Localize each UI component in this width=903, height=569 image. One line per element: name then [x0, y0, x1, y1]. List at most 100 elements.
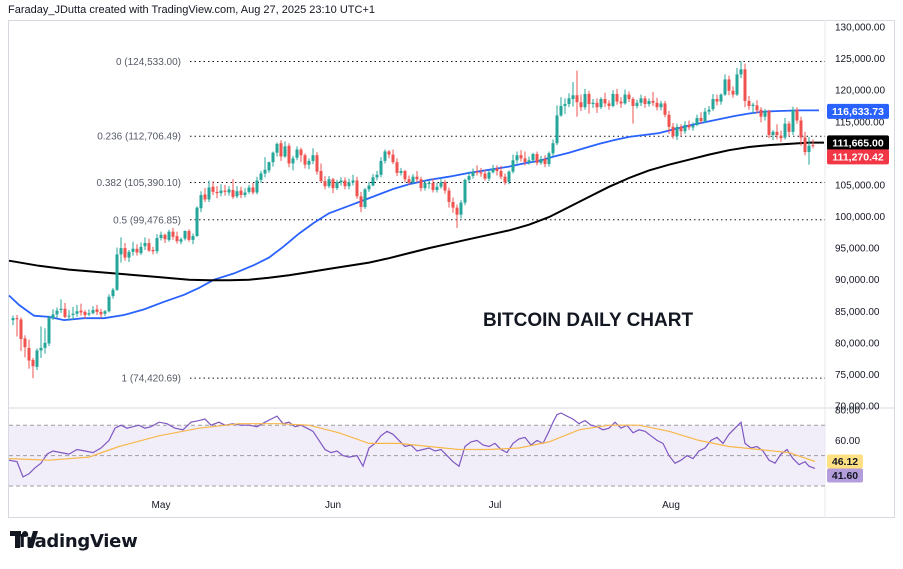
- candle-body: [543, 159, 547, 165]
- candle-body: [335, 182, 339, 189]
- candle: [439, 177, 443, 189]
- price-tag-box: [827, 103, 889, 119]
- time-axis-tick: Aug: [662, 500, 680, 511]
- candle-body: [211, 186, 215, 192]
- candle-body: [611, 93, 615, 106]
- candle: [667, 111, 671, 134]
- candle-body: [167, 231, 171, 240]
- tradingview-logo[interactable]: TradingView: [10, 531, 138, 552]
- candle: [495, 165, 499, 176]
- candle-body: [187, 231, 191, 240]
- candle: [27, 339, 31, 369]
- candle: [383, 149, 387, 164]
- candle: [171, 227, 175, 240]
- candle-body: [459, 202, 463, 215]
- candle: [479, 167, 483, 177]
- candle: [87, 309, 91, 317]
- price-tag-black: 111,665.00: [827, 135, 889, 151]
- price-axis-tick: 100,000.00: [835, 212, 885, 223]
- candle: [523, 151, 527, 166]
- candle: [283, 141, 287, 158]
- chart-attribution: Faraday_JDutta created with TradingView.…: [8, 4, 375, 16]
- candle-body: [651, 100, 655, 103]
- candle: [339, 177, 343, 186]
- tradingview-logo-text: TradingView: [16, 531, 138, 552]
- candle-body: [607, 103, 611, 106]
- candle: [299, 147, 303, 163]
- candle: [587, 90, 591, 114]
- candle-body: [491, 168, 495, 173]
- candle: [719, 93, 723, 105]
- candle-body: [519, 155, 523, 159]
- candle: [431, 178, 435, 193]
- candle-body: [15, 318, 19, 320]
- candle: [327, 176, 331, 189]
- price-axis-tick: 70,000.00: [835, 402, 880, 413]
- time-axis-tick: Jul: [489, 500, 502, 511]
- candle: [647, 98, 651, 107]
- candle: [159, 231, 163, 241]
- candle: [175, 231, 179, 244]
- candle: [747, 95, 751, 110]
- price-tag-red: 111,270.42: [827, 149, 889, 165]
- candle-body: [411, 176, 415, 183]
- candle-body: [351, 180, 355, 183]
- candle: [471, 168, 475, 179]
- candle-body: [71, 313, 75, 316]
- time-axis: May Jun Jul Aug: [152, 500, 680, 511]
- candle: [419, 176, 423, 192]
- candle-body: [143, 243, 147, 247]
- candle: [699, 112, 703, 124]
- candle: [547, 151, 551, 167]
- candle-body: [279, 143, 283, 157]
- price-axis-tick: 130,000.00: [835, 23, 885, 34]
- candle-body: [575, 95, 579, 103]
- candle-body: [19, 319, 23, 340]
- candle-body: [299, 149, 303, 156]
- candle-body: [755, 105, 759, 111]
- candle-body: [291, 158, 295, 164]
- candle: [55, 307, 59, 318]
- candle: [67, 309, 71, 321]
- fib-level-label: 0.5 (99,476.85): [113, 215, 181, 226]
- candle-body: [535, 153, 539, 163]
- candle: [355, 176, 359, 199]
- candle: [499, 165, 503, 180]
- price-axis-tick: 120,000.00: [835, 86, 885, 97]
- candle: [135, 244, 139, 256]
- candle-body: [443, 182, 447, 191]
- candle-body: [247, 187, 251, 192]
- candle: [567, 93, 571, 108]
- candle: [619, 97, 623, 108]
- candle: [487, 170, 491, 182]
- candle: [703, 107, 707, 124]
- candle-body: [547, 153, 551, 165]
- candle-body: [647, 100, 651, 105]
- candle-body: [287, 145, 291, 164]
- candle-body: [151, 249, 155, 252]
- candle-body: [675, 126, 679, 137]
- candle: [467, 171, 471, 184]
- candle-body: [707, 109, 711, 112]
- candle: [375, 171, 379, 181]
- candle-body: [427, 183, 431, 185]
- candle-body: [731, 90, 735, 95]
- candle-body: [527, 160, 531, 163]
- candle: [787, 121, 791, 137]
- candle: [139, 242, 143, 256]
- candle: [163, 233, 167, 244]
- candle-body: [615, 93, 619, 102]
- candle: [263, 157, 267, 178]
- candle-body: [771, 131, 775, 136]
- candle-body: [423, 183, 427, 189]
- candle-body: [99, 311, 103, 315]
- fib-level-label: 0 (124,533.00): [116, 57, 181, 68]
- slow-moving-average-line: [8, 141, 824, 282]
- candle: [39, 326, 43, 358]
- candle-body: [31, 359, 35, 367]
- candle-body: [23, 338, 27, 348]
- candle-body: [67, 315, 71, 317]
- candle: [387, 150, 391, 159]
- candle-body: [115, 254, 119, 290]
